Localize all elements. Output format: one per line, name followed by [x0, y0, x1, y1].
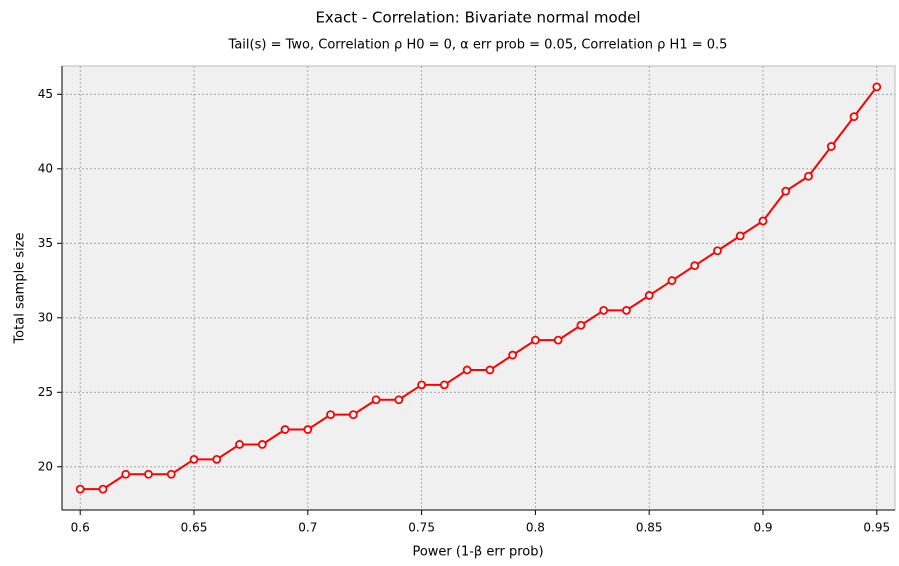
data-point: [75, 484, 85, 494]
plot-area: [61, 65, 896, 511]
x-tick-label: 0.9: [753, 521, 772, 535]
data-point: [530, 335, 540, 345]
x-tick-label: 0.85: [636, 521, 663, 535]
y-tick-label: 45: [38, 87, 53, 101]
x-tick-label: 0.7: [298, 521, 317, 535]
data-point: [849, 112, 859, 122]
data-point: [804, 171, 813, 181]
data-point: [417, 380, 427, 390]
data-point: [212, 454, 222, 464]
data-point: [439, 380, 449, 390]
data-point: [713, 246, 722, 256]
x-tick-label: 0.95: [863, 521, 890, 535]
data-point: [622, 305, 631, 315]
data-point: [644, 291, 654, 300]
data-point: [144, 469, 153, 479]
data-point: [166, 469, 176, 479]
data-point: [98, 484, 108, 494]
data-point: [599, 305, 609, 315]
data-point: [758, 216, 768, 226]
data-point: [690, 261, 700, 271]
y-tick-label: 40: [38, 161, 53, 175]
y-axis-label: Total sample size: [13, 232, 28, 344]
data-point: [371, 395, 381, 405]
data-point: [348, 410, 358, 420]
chart-title: Exact - Correlation: Bivariate normal mo…: [315, 9, 640, 27]
data-point: [257, 440, 267, 449]
data-point: [189, 454, 199, 464]
y-tick-label: 25: [38, 385, 53, 399]
y-tick-label: 35: [38, 236, 53, 250]
data-point: [280, 425, 290, 434]
y-tick-label: 30: [38, 310, 53, 324]
data-point: [508, 350, 518, 360]
data-point: [667, 276, 677, 285]
data-point: [121, 469, 131, 479]
chart-subtitle: Tail(s) = Two, Correlation ρ H0 = 0, α e…: [228, 38, 728, 53]
data-point: [394, 395, 404, 405]
data-point: [576, 320, 586, 330]
x-tick-label: 0.8: [526, 521, 545, 535]
data-point: [735, 231, 745, 241]
x-axis-label: Power (1-β err prob): [412, 545, 543, 560]
x-tick-label: 0.65: [181, 521, 208, 535]
data-point: [303, 425, 313, 434]
y-tick-label: 20: [38, 459, 53, 473]
data-point: [781, 186, 791, 196]
data-point: [462, 365, 472, 375]
data-point: [326, 410, 335, 420]
data-point: [872, 82, 882, 92]
data-point: [553, 335, 563, 345]
data-point: [485, 365, 495, 375]
data-point: [826, 142, 836, 151]
data-point: [235, 440, 244, 449]
x-tick-label: 0.6: [71, 521, 90, 535]
x-tick-label: 0.75: [408, 521, 435, 535]
